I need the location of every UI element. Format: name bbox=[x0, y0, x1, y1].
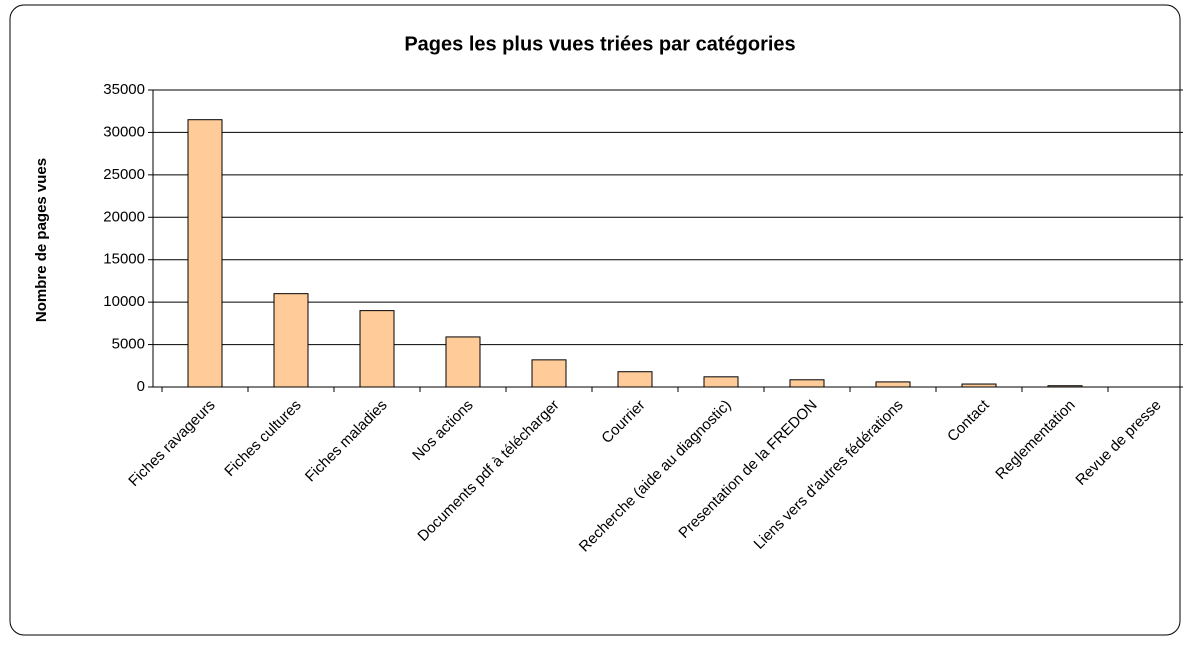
bar bbox=[359, 310, 395, 388]
bar bbox=[445, 336, 481, 388]
chart-frame bbox=[9, 4, 1181, 636]
y-tick-label: 0 bbox=[137, 378, 145, 395]
y-tick-label: 10000 bbox=[103, 293, 145, 310]
y-tick-label: 5000 bbox=[112, 336, 145, 353]
chart-title: Pages les plus vues triées par catégorie… bbox=[404, 33, 795, 55]
y-tick-label: 25000 bbox=[103, 166, 145, 183]
y-tick-label: 15000 bbox=[103, 251, 145, 268]
bar bbox=[273, 293, 309, 388]
bar bbox=[617, 371, 653, 388]
bar bbox=[875, 381, 911, 388]
bar bbox=[789, 379, 825, 388]
bar bbox=[703, 376, 739, 388]
y-tick-label: 30000 bbox=[103, 123, 145, 140]
y-tick-label: 20000 bbox=[103, 208, 145, 225]
bar bbox=[531, 359, 567, 388]
bar bbox=[187, 119, 223, 388]
y-tick-label: 35000 bbox=[103, 81, 145, 98]
y-axis-title: Nombre de pages vues bbox=[33, 158, 50, 322]
